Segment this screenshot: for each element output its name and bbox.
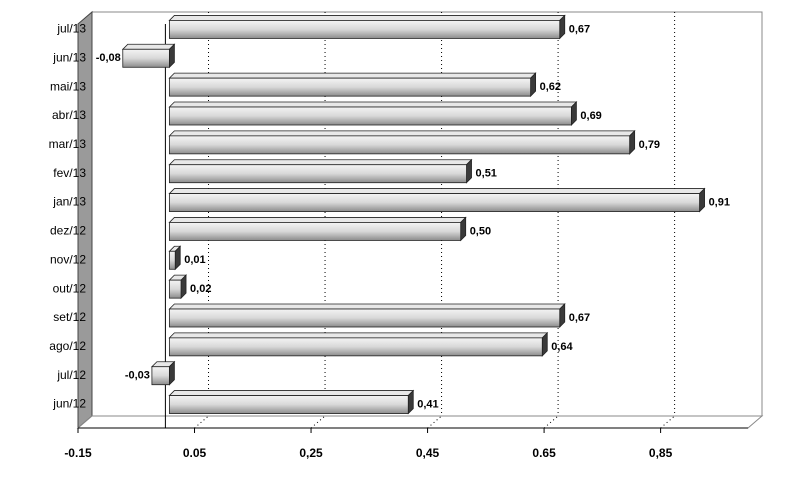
value-label: 0,02 bbox=[190, 283, 211, 295]
bar bbox=[168, 303, 566, 328]
bar-face bbox=[168, 106, 572, 126]
category-label: fev/13 bbox=[53, 166, 86, 180]
bar bbox=[168, 72, 537, 98]
value-label: 0,50 bbox=[470, 225, 491, 237]
bar-face bbox=[168, 135, 631, 155]
value-label: 0,69 bbox=[580, 110, 601, 122]
bar bbox=[168, 14, 566, 40]
bar-face bbox=[151, 366, 170, 386]
bar bbox=[150, 360, 176, 386]
left-wall bbox=[77, 10, 93, 430]
value-label: 0,01 bbox=[184, 254, 205, 266]
bar bbox=[168, 101, 578, 126]
bar-top bbox=[168, 217, 467, 223]
bar-face bbox=[122, 48, 170, 68]
value-label: 0,91 bbox=[709, 196, 730, 208]
category-label: mar/13 bbox=[49, 137, 87, 151]
bar-top bbox=[168, 72, 537, 79]
value-label: 0,62 bbox=[540, 81, 561, 93]
bar-face bbox=[168, 20, 561, 39]
value-label: 0,51 bbox=[476, 168, 497, 180]
category-label: jun/12 bbox=[52, 397, 86, 411]
value-label: -0,03 bbox=[125, 370, 150, 382]
bar-face bbox=[168, 222, 462, 241]
bar-face bbox=[168, 193, 700, 212]
x-tick-label: 0,25 bbox=[299, 446, 323, 460]
bar bbox=[168, 331, 549, 357]
bar-face bbox=[168, 308, 561, 328]
bar bbox=[168, 216, 467, 242]
bar bbox=[168, 274, 188, 300]
value-label: 0,41 bbox=[417, 398, 438, 410]
floor bbox=[76, 415, 764, 429]
bar-face bbox=[168, 77, 532, 97]
bar-top bbox=[168, 15, 566, 21]
category-label: out/12 bbox=[53, 281, 87, 295]
x-tick-label: -0.15 bbox=[64, 446, 92, 460]
value-label: 0,67 bbox=[569, 23, 590, 35]
bar-face bbox=[168, 164, 467, 184]
bar-top bbox=[168, 188, 706, 194]
category-label: ago/12 bbox=[49, 339, 86, 353]
x-tick-label: 0.65 bbox=[532, 446, 556, 460]
x-tick-label: 0,45 bbox=[416, 446, 440, 460]
bar bbox=[168, 129, 636, 155]
bar-face bbox=[168, 279, 182, 299]
category-label: abr/13 bbox=[52, 108, 86, 122]
bar-top bbox=[168, 159, 473, 166]
category-label: set/12 bbox=[53, 310, 86, 324]
category-label: dez/12 bbox=[50, 224, 86, 238]
bar-face bbox=[168, 395, 409, 414]
bar-top bbox=[168, 101, 578, 108]
bar bbox=[168, 389, 415, 415]
bar-top bbox=[168, 390, 415, 396]
value-label: 0,79 bbox=[639, 139, 660, 151]
value-label: 0,64 bbox=[551, 341, 573, 353]
category-label: jul/13 bbox=[56, 22, 86, 36]
bar-top bbox=[168, 130, 636, 137]
category-label: jul/12 bbox=[56, 368, 86, 382]
bar bbox=[168, 158, 473, 184]
x-tick-label: 0.05 bbox=[183, 446, 207, 460]
bar bbox=[121, 43, 176, 69]
x-tick-label: 0,85 bbox=[649, 446, 673, 460]
category-label: mai/13 bbox=[50, 79, 86, 93]
bar-top bbox=[121, 43, 176, 50]
bar bbox=[168, 187, 706, 213]
bar bbox=[168, 245, 182, 271]
category-label: nov/12 bbox=[50, 252, 86, 266]
category-label: jun/13 bbox=[52, 50, 86, 64]
bar-top bbox=[168, 303, 566, 310]
value-label: -0,08 bbox=[96, 52, 121, 64]
category-label: jan/13 bbox=[52, 195, 86, 209]
bar-top bbox=[168, 332, 549, 339]
bar-face bbox=[168, 250, 176, 270]
value-label: 0,67 bbox=[569, 312, 590, 324]
bar-face bbox=[168, 337, 543, 357]
